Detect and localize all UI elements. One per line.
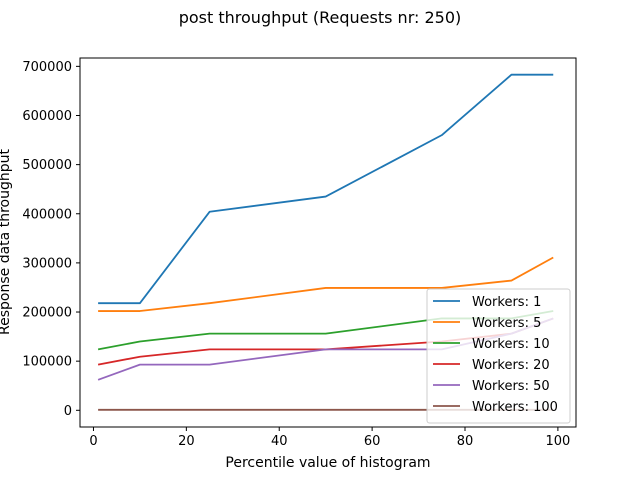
legend-label: Workers: 50 (472, 379, 550, 394)
x-tick-label: 60 (364, 434, 381, 449)
y-tick-label: 700000 (22, 60, 72, 75)
y-axis-label: Response data throughput (0, 149, 13, 335)
x-tick-label: 0 (89, 434, 97, 449)
x-tick-label: 40 (271, 434, 288, 449)
legend-label: Workers: 20 (472, 358, 550, 373)
x-axis-label: Percentile value of histogram (225, 455, 430, 471)
chart-title: post throughput (Requests nr: 250) (179, 8, 462, 27)
legend-label: Workers: 5 (472, 316, 541, 331)
y-tick-label: 500000 (22, 158, 72, 173)
legend: Workers: 1 Workers: 5 Workers: 10 Workers: … (427, 289, 570, 423)
legend-label: Workers: 1 (472, 295, 541, 310)
legend-label: Workers: 100 (472, 400, 558, 415)
y-tick-label: 300000 (22, 256, 72, 271)
y-tick-label: 400000 (22, 207, 72, 222)
y-tick-label: 100000 (22, 355, 72, 370)
y-tick-label: 0 (64, 404, 72, 419)
y-tick-label: 200000 (22, 306, 72, 321)
y-tick-label: 600000 (22, 109, 72, 124)
legend-label: Workers: 10 (472, 337, 550, 352)
x-tick-label: 100 (545, 434, 570, 449)
x-tick-label: 20 (178, 434, 195, 449)
x-tick-label: 80 (457, 434, 474, 449)
